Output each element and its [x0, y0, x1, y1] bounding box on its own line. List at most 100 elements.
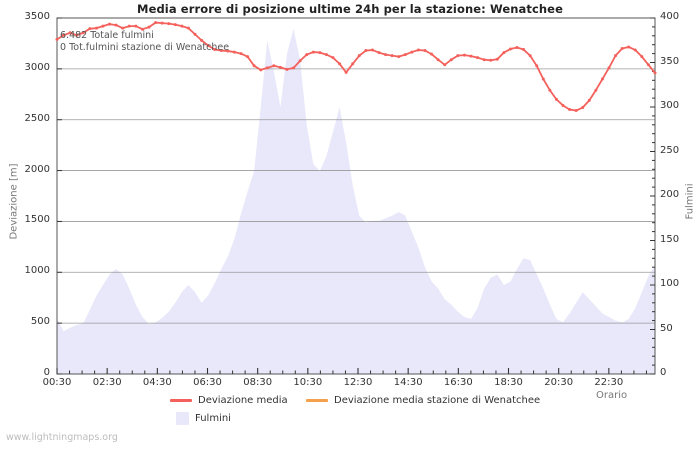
data-point: [653, 71, 657, 75]
data-point: [147, 25, 151, 29]
data-point: [331, 56, 335, 60]
data-point: [489, 58, 493, 62]
data-point: [384, 53, 388, 57]
data-point: [482, 58, 486, 62]
x-tick-label: 22:30: [594, 377, 624, 388]
data-point: [462, 53, 466, 57]
data-point: [449, 58, 453, 62]
data-point: [443, 63, 447, 67]
x-tick-label: 02:30: [92, 377, 122, 388]
data-point: [528, 54, 532, 58]
data-point: [278, 65, 282, 69]
data-point: [318, 51, 322, 55]
data-point: [338, 62, 342, 66]
data-point: [154, 21, 158, 25]
data-point: [259, 68, 263, 72]
y-tick-label-right: 250: [660, 144, 680, 156]
chart-title: Media errore di posizione ultime 24h per…: [137, 2, 563, 16]
data-point: [239, 52, 243, 56]
data-point: [206, 43, 210, 47]
data-point: [502, 51, 506, 55]
data-point: [436, 58, 440, 62]
data-point: [186, 26, 190, 30]
data-point: [377, 51, 381, 55]
data-point: [476, 56, 480, 60]
y-tick-label-left: 2500: [24, 112, 50, 124]
watermark: www.lightningmaps.org: [6, 432, 118, 443]
x-tick-label: 08:30: [243, 377, 273, 388]
legend-item-fulmini[interactable]: Fulmini: [176, 412, 231, 425]
data-point: [469, 54, 473, 58]
y-tick-label-right: 50: [660, 322, 673, 334]
data-point: [614, 54, 618, 58]
annotation-station-lightning: 0 Tot.fulmini stazione di Wenatchee: [60, 42, 230, 53]
data-point: [88, 27, 92, 31]
data-point: [357, 54, 361, 58]
data-point: [81, 31, 85, 35]
data-point: [101, 24, 105, 28]
legend-item-deviazione-media[interactable]: Deviazione media: [170, 395, 288, 406]
data-point: [587, 98, 591, 102]
data-point: [134, 24, 138, 28]
y-tick-label-right: 400: [660, 11, 680, 22]
x-tick-label: 18:30: [494, 377, 523, 388]
data-point: [548, 88, 552, 92]
data-point: [600, 77, 604, 81]
data-point: [351, 62, 355, 66]
data-point: [508, 47, 512, 51]
y-tick-label-right: 200: [660, 189, 680, 200]
data-point: [232, 50, 236, 54]
data-point: [62, 33, 66, 37]
data-point: [68, 31, 72, 35]
data-point: [219, 49, 223, 53]
data-point: [522, 48, 526, 52]
y-tick-label-right: 0: [660, 367, 667, 378]
data-point: [285, 67, 289, 71]
y-tick-label-left: 3500: [24, 11, 50, 22]
data-point: [108, 22, 112, 26]
x-tick-label: 00:30: [42, 377, 72, 388]
y-tick-label-right: 150: [660, 233, 680, 245]
data-point: [298, 59, 302, 63]
legend-label-deviazione-media: Deviazione media: [198, 395, 288, 406]
y-tick-label-left: 2000: [24, 163, 50, 175]
y-tick-label-right: 300: [660, 100, 680, 111]
data-point: [364, 49, 368, 53]
data-point: [180, 24, 184, 28]
data-point: [370, 48, 374, 52]
data-point: [200, 38, 204, 42]
data-point: [292, 66, 296, 70]
data-point: [272, 64, 276, 68]
data-point: [173, 23, 177, 27]
data-point: [114, 23, 118, 27]
data-point: [633, 48, 637, 52]
x-tick-label: 04:30: [142, 377, 172, 388]
data-point: [423, 49, 427, 53]
data-point: [561, 103, 565, 107]
data-point: [140, 27, 144, 31]
annotation-total-lightning: 6.482 Totale fulmini: [60, 30, 154, 41]
data-point: [627, 45, 631, 49]
y-tick-label-left: 1000: [24, 265, 50, 277]
data-point: [305, 53, 309, 57]
data-point: [397, 55, 401, 59]
data-point: [167, 22, 171, 26]
data-point: [594, 88, 598, 92]
data-point: [94, 26, 98, 30]
data-point: [495, 57, 499, 61]
data-point: [646, 63, 650, 67]
data-point: [226, 49, 230, 53]
legend-item-deviazione-media-stazione[interactable]: Deviazione media stazione di Wenatchee: [306, 395, 540, 406]
data-point: [265, 66, 269, 70]
legend-swatch-area-icon: [176, 412, 189, 425]
legend-label-fulmini: Fulmini: [195, 413, 231, 424]
y-tick-label-right: 100: [660, 278, 680, 289]
x-tick-label: 20:30: [544, 377, 574, 388]
series-area-fulmini: [57, 28, 655, 375]
y-tick-label-left: 1500: [24, 214, 50, 226]
data-point: [213, 48, 217, 52]
data-point: [515, 46, 519, 49]
data-point: [344, 70, 348, 74]
data-point: [246, 55, 250, 59]
